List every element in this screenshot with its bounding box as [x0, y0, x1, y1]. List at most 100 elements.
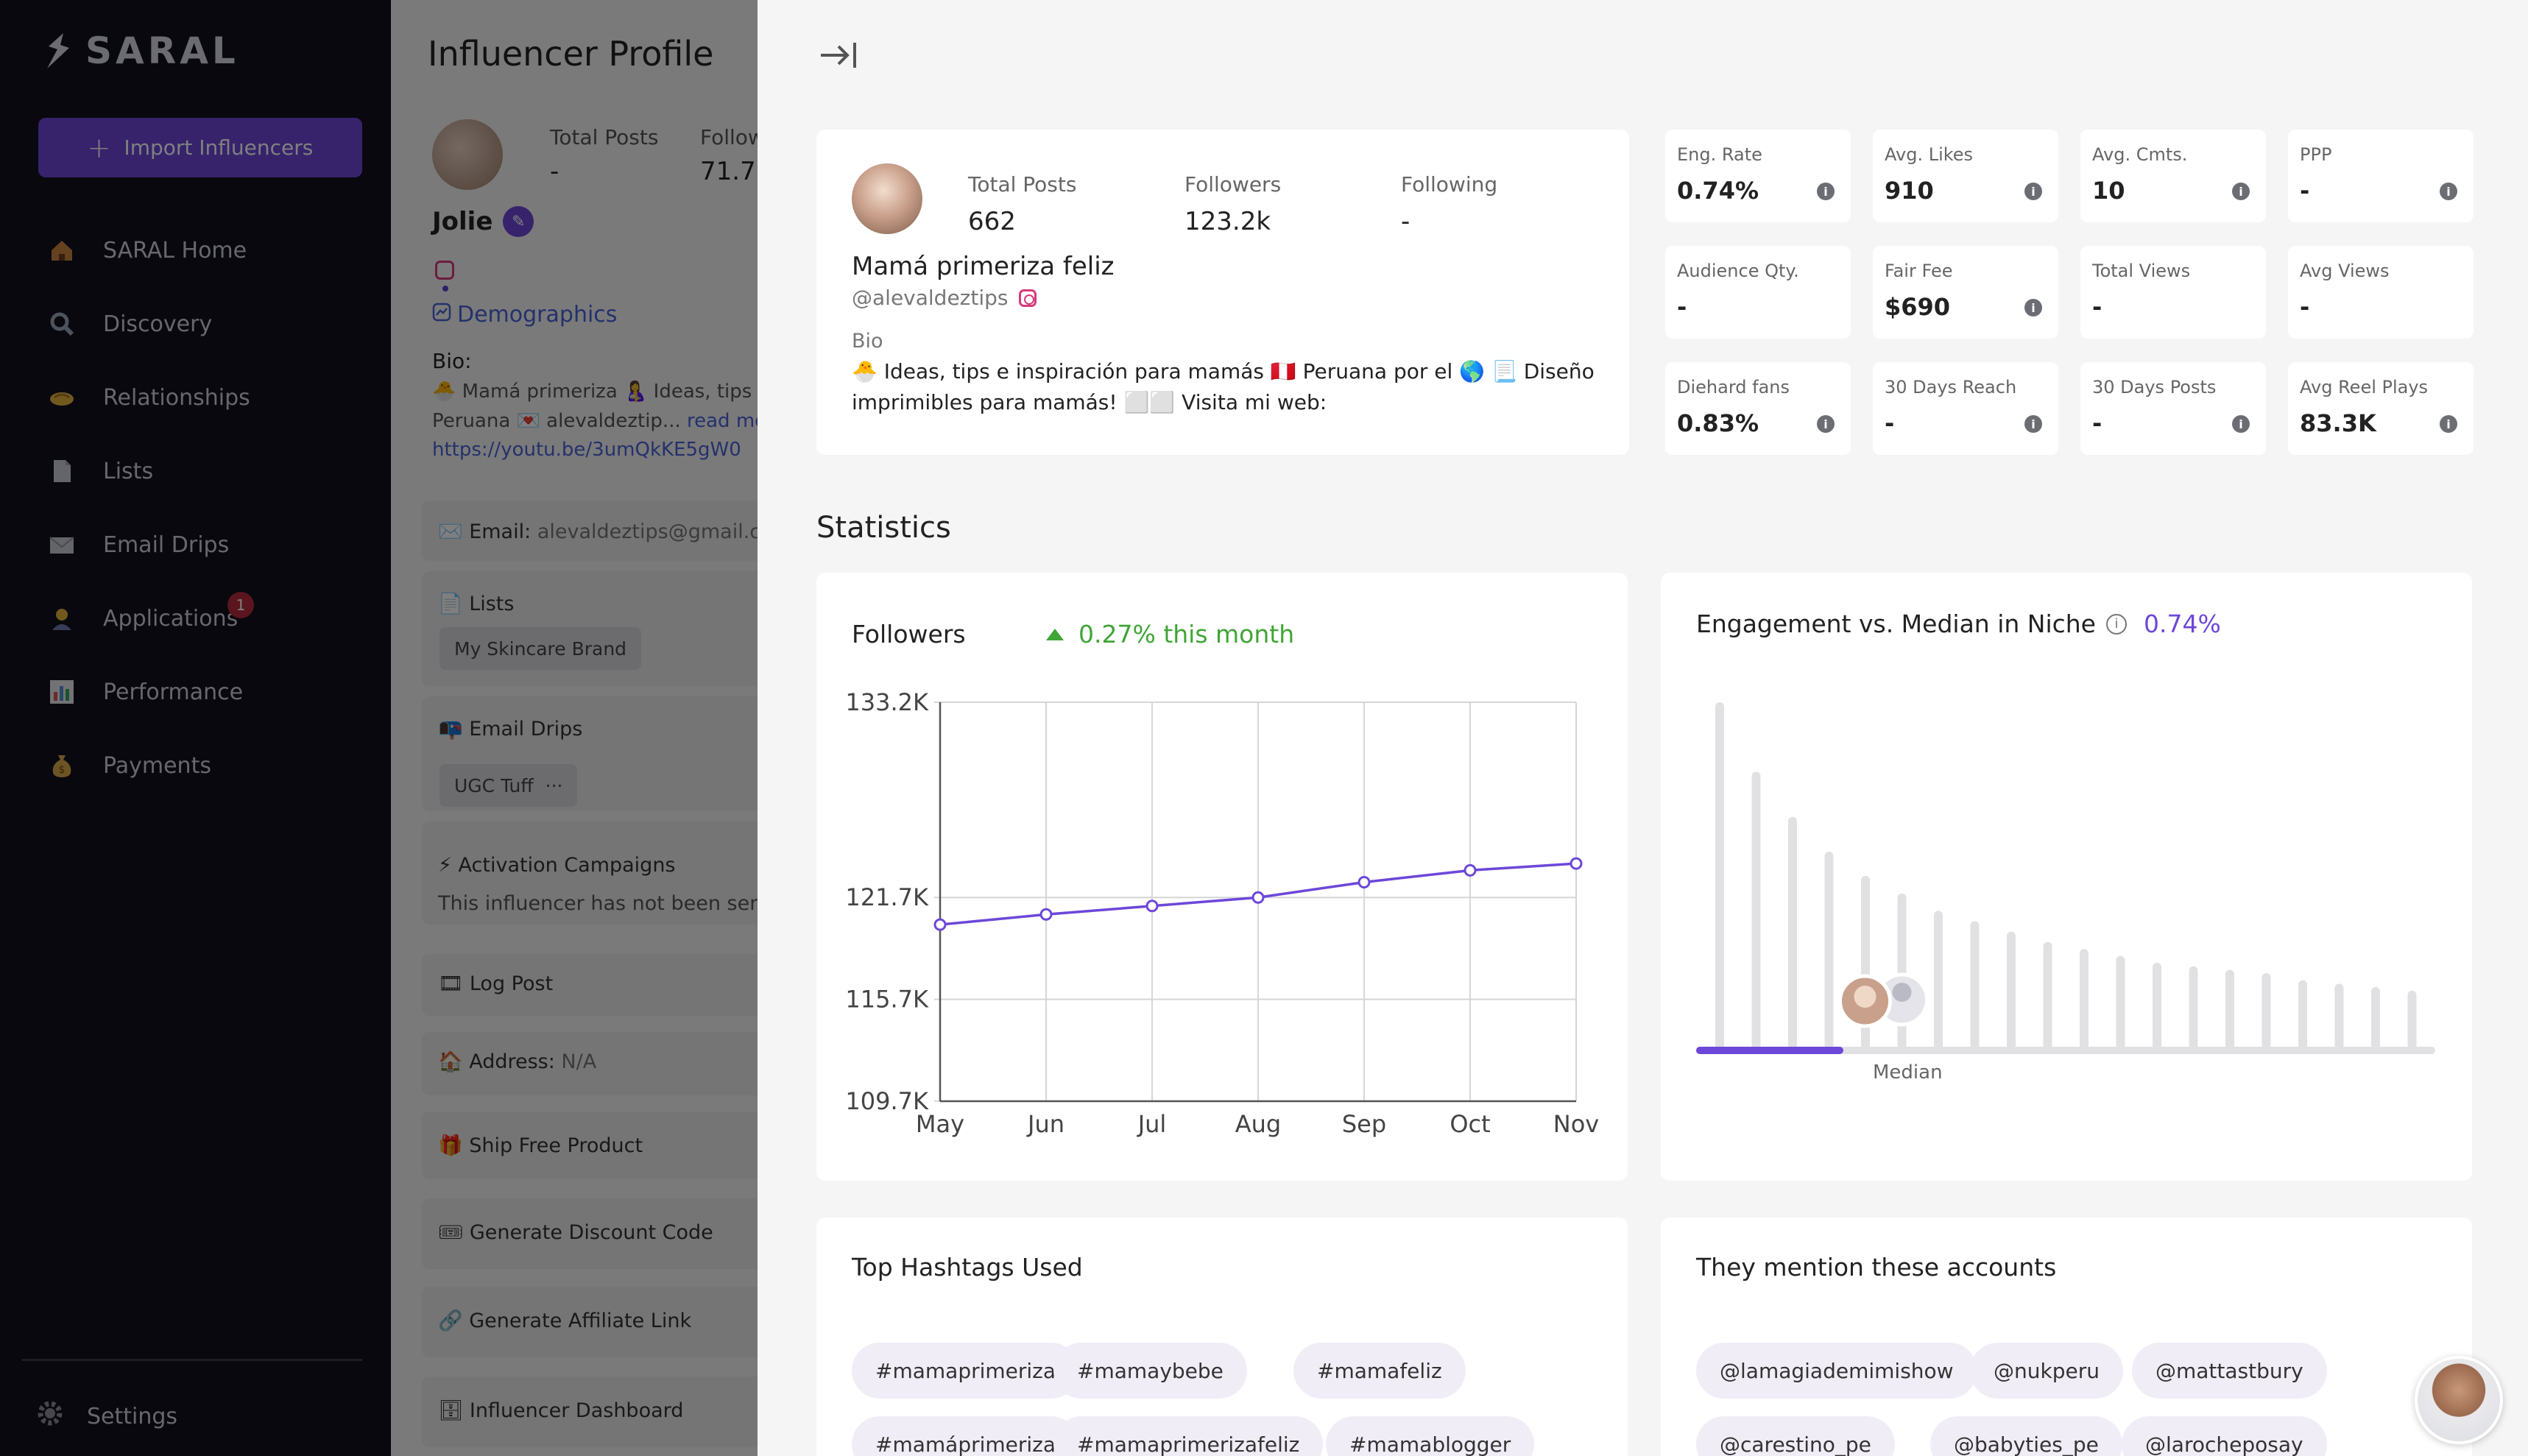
- metric-label: Avg. Likes: [1885, 144, 1974, 165]
- hashtag-chip[interactable]: #mamaprimerizafeliz: [1053, 1416, 1324, 1456]
- x-tick-label: Aug: [1235, 1110, 1281, 1138]
- niche-bar: [1970, 921, 1980, 1050]
- account-chip[interactable]: @lamagiademimishow: [1696, 1343, 1977, 1399]
- metric-avg-likes: Avg. Likes 910 i: [1873, 130, 2058, 222]
- engagement-card: Engagement vs. Median in Niche i 0.74% M…: [1661, 573, 2472, 1181]
- account-chip[interactable]: @nukperu: [1970, 1343, 2123, 1399]
- y-tick-label: 115.7K: [845, 986, 929, 1014]
- influencer-avatar-face: [1854, 986, 1876, 1008]
- influencer-name: Mamá primeriza feliz: [852, 252, 1115, 281]
- info-icon[interactable]: i: [2232, 183, 2250, 200]
- metric-avg-reel-plays: Avg Reel Plays 83.3K i: [2288, 362, 2474, 455]
- info-icon[interactable]: i: [2024, 415, 2042, 433]
- bio-text: 🐣 Ideas, tips e inspiración para mamás 🇵…: [852, 359, 1595, 414]
- niche-bar: [2043, 941, 2052, 1050]
- info-icon[interactable]: i: [1817, 183, 1835, 200]
- metric-value: -: [1885, 409, 1895, 437]
- followers-label: Followers: [1184, 172, 1282, 197]
- metric-value: 83.3K: [2300, 409, 2376, 437]
- support-chat-avatar[interactable]: [2415, 1356, 2503, 1444]
- influencer-detail-drawer: Total Posts 662 Followers 123.2k Followi…: [758, 0, 2528, 1456]
- hashtag-chip[interactable]: #mamáprimeriza: [852, 1416, 1080, 1456]
- growth-text: 0.27% this month: [1078, 620, 1295, 649]
- metric-total-views: Total Views -: [2080, 246, 2266, 339]
- trend-up-icon: [1046, 628, 1064, 640]
- niche-bar: [2080, 949, 2089, 1050]
- niche-bar: [1715, 702, 1724, 1050]
- info-icon[interactable]: i: [2024, 183, 2042, 200]
- niche-bar: [2116, 955, 2125, 1050]
- info-icon[interactable]: i: [2024, 299, 2042, 317]
- niche-bar: [2334, 983, 2344, 1050]
- data-point: [1039, 908, 1053, 921]
- handle-text: @alevaldeztips: [852, 286, 1009, 310]
- modal-backdrop[interactable]: [0, 0, 758, 1456]
- profile-summary-card: Total Posts 662 Followers 123.2k Followi…: [816, 130, 1629, 455]
- metric-value: 910: [1885, 177, 1934, 205]
- instagram-icon[interactable]: [1018, 289, 1037, 307]
- engagement-bar-chart: [1696, 702, 2435, 1054]
- avatar: [852, 163, 922, 234]
- data-point: [1570, 857, 1583, 870]
- metric-label: Eng. Rate: [1677, 144, 1762, 165]
- following-stat: Following -: [1401, 172, 1497, 236]
- metric-diehard-fans: Diehard fans 0.83% i: [1665, 362, 1851, 455]
- metric-avg-views: Avg Views -: [2288, 246, 2474, 339]
- hashtag-chip[interactable]: #mamaprimeriza: [852, 1343, 1080, 1399]
- x-tick-label: Oct: [1450, 1110, 1490, 1138]
- hashtag-chip[interactable]: #mamablogger: [1326, 1416, 1535, 1456]
- chart-title: Followers: [852, 620, 966, 649]
- x-tick-label: Jul: [1137, 1110, 1167, 1138]
- followers-stat: Followers 123.2k: [1184, 172, 1281, 236]
- niche-bar: [1788, 816, 1797, 1050]
- metric-ppp: PPP - i: [2288, 130, 2474, 222]
- metric-30-days-posts: 30 Days Posts - i: [2080, 362, 2266, 455]
- info-icon[interactable]: i: [2232, 415, 2250, 433]
- y-tick-label: 133.2K: [845, 688, 929, 716]
- niche-bar: [2407, 990, 2417, 1050]
- metric-label: Audience Qty.: [1677, 261, 1799, 281]
- metric-value: -: [2092, 293, 2102, 321]
- metric-label: Avg. Cmts.: [2092, 144, 2188, 165]
- metric-label: Fair Fee: [1885, 261, 1953, 281]
- metric-value: $690: [1885, 293, 1951, 321]
- followers-growth: 0.27% this month: [1046, 620, 1294, 649]
- niche-bar: [2262, 973, 2271, 1050]
- influencer-position-bar: [1696, 1047, 1843, 1054]
- metric-label: Total Views: [2092, 261, 2191, 281]
- metric-30-days-reach: 30 Days Reach - i: [1873, 362, 2058, 455]
- account-chip[interactable]: @babyties_pe: [1930, 1416, 2122, 1456]
- metric-avg-cmts: Avg. Cmts. 10 i: [2080, 130, 2266, 222]
- total-posts-value: 662: [968, 207, 1016, 236]
- data-point: [1464, 863, 1477, 877]
- niche-bar: [1934, 911, 1943, 1050]
- metric-value: 10: [2092, 177, 2125, 205]
- followers-chart-card: Followers 0.27% this month 133.2K 121.7K 1…: [816, 573, 1628, 1181]
- niche-bar: [2007, 931, 2016, 1050]
- following-value: -: [1401, 207, 1410, 236]
- x-tick-label: Jun: [1026, 1110, 1064, 1138]
- info-icon[interactable]: i: [1817, 415, 1835, 433]
- info-icon[interactable]: i: [2440, 415, 2457, 433]
- baseline-track: [1696, 1047, 2435, 1054]
- niche-bar: [2189, 966, 2198, 1050]
- metric-label: Avg Views: [2300, 261, 2390, 281]
- metric-value: -: [2300, 177, 2310, 205]
- y-tick-label: 109.7K: [845, 1087, 929, 1115]
- account-chip[interactable]: @carestino_pe: [1696, 1416, 1895, 1456]
- influencer-handle: @alevaldeztips: [852, 286, 1037, 310]
- hashtag-chip[interactable]: #mamaybebe: [1053, 1343, 1247, 1399]
- data-point: [1251, 891, 1265, 904]
- niche-bar: [1751, 771, 1761, 1050]
- metric-label: PPP: [2300, 144, 2332, 165]
- collapse-drawer-icon[interactable]: [818, 38, 859, 72]
- info-icon[interactable]: i: [2440, 183, 2457, 200]
- metric-audience-qty: Audience Qty. -: [1665, 246, 1851, 339]
- account-chip[interactable]: @larocheposay: [2122, 1416, 2327, 1456]
- mentioned-accounts-card: They mention these accounts @lamagiademi…: [1661, 1218, 2472, 1456]
- account-chip[interactable]: @mattastbury: [2132, 1343, 2327, 1399]
- hashtag-chip[interactable]: #mamafeliz: [1293, 1343, 1466, 1399]
- engagement-title-text: Engagement vs. Median in Niche: [1696, 609, 2096, 638]
- info-icon[interactable]: i: [2106, 613, 2127, 635]
